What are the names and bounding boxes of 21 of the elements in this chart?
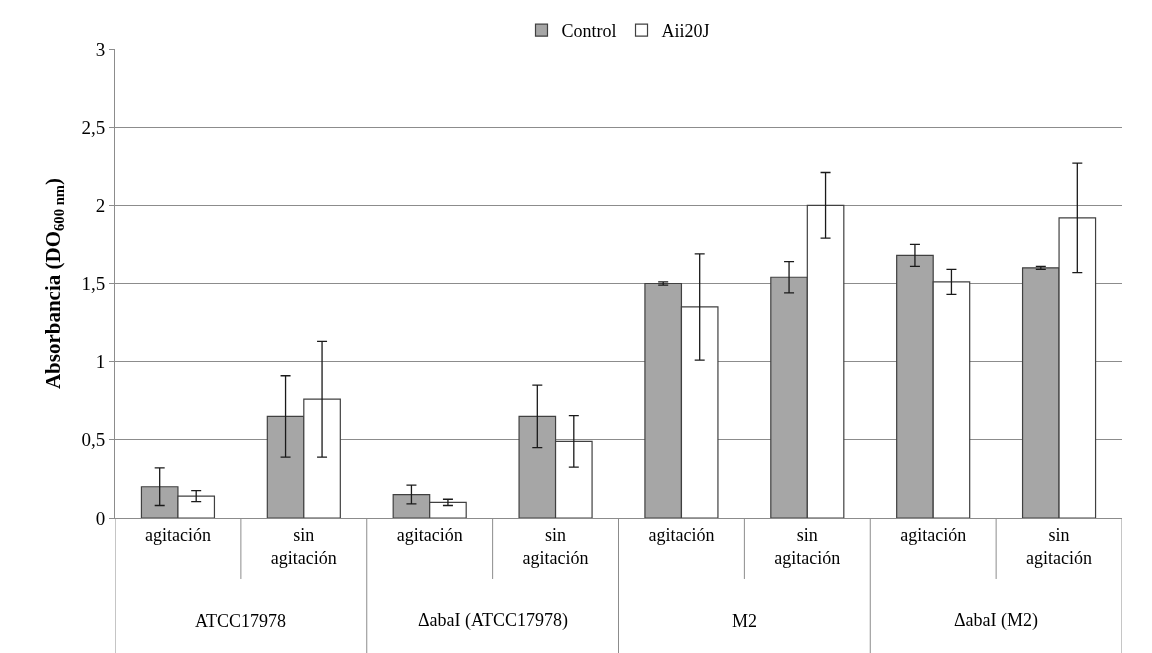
text: M2 <box>732 611 758 631</box>
x-tick-label: agitación <box>900 524 967 545</box>
x-tick-label: sin agitación <box>270 524 337 568</box>
text: ATCC17978 <box>195 611 287 631</box>
x-tick-label: sin agitación <box>522 524 589 568</box>
x-tick-label: agitación <box>648 524 715 545</box>
y-tick-label: 1,5 <box>81 273 106 295</box>
x-tick-label: sin agitación <box>1026 524 1093 568</box>
y-tick-label: 0,5 <box>81 429 106 451</box>
x-tick-label: sin agitación <box>774 524 841 568</box>
text: ΔabaI (M2) <box>954 610 1039 631</box>
y-tick-label: 0 <box>95 507 106 529</box>
y-tick-label: 2,5 <box>81 116 106 138</box>
x-tick-label: agitación <box>144 524 211 545</box>
legend-label: Control <box>561 21 617 42</box>
legend-label: Aii20J <box>661 21 710 42</box>
y-tick-label: 2 <box>95 194 106 216</box>
text: ΔabaI (ATCC17978) <box>418 610 569 631</box>
y-tick-label: 1 <box>95 351 106 373</box>
x-tick-label: agitación <box>396 524 463 545</box>
y-tick-label: 3 <box>95 38 106 60</box>
